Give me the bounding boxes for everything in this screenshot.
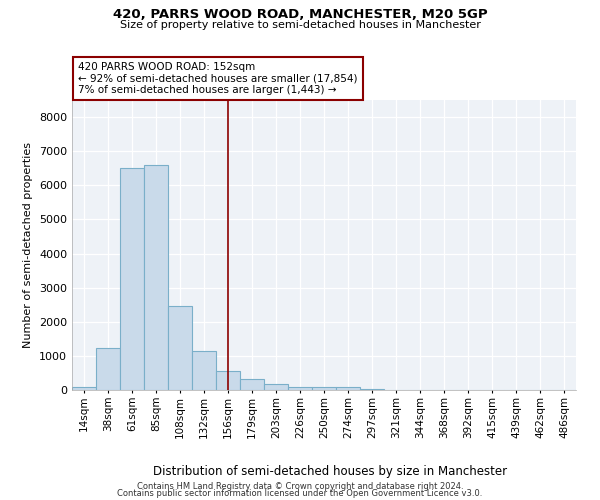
Bar [360, 388, 384, 390]
Bar [216, 371, 240, 390]
Bar [72, 386, 96, 390]
Bar [168, 306, 192, 390]
Bar [264, 384, 288, 390]
Bar [288, 386, 312, 390]
Text: 420 PARRS WOOD ROAD: 152sqm
← 92% of semi-detached houses are smaller (17,854)
7: 420 PARRS WOOD ROAD: 152sqm ← 92% of sem… [78, 62, 358, 95]
Y-axis label: Number of semi-detached properties: Number of semi-detached properties [23, 142, 34, 348]
Bar [120, 168, 144, 390]
Text: Distribution of semi-detached houses by size in Manchester: Distribution of semi-detached houses by … [153, 464, 507, 477]
Bar [192, 351, 216, 390]
Text: Contains HM Land Registry data © Crown copyright and database right 2024.: Contains HM Land Registry data © Crown c… [137, 482, 463, 491]
Bar [240, 379, 264, 390]
Bar [96, 348, 120, 390]
Text: 420, PARRS WOOD ROAD, MANCHESTER, M20 5GP: 420, PARRS WOOD ROAD, MANCHESTER, M20 5G… [113, 8, 487, 20]
Text: Contains public sector information licensed under the Open Government Licence v3: Contains public sector information licen… [118, 490, 482, 498]
Bar [336, 388, 360, 390]
Bar [144, 165, 168, 390]
Bar [312, 388, 336, 390]
Text: Size of property relative to semi-detached houses in Manchester: Size of property relative to semi-detach… [119, 20, 481, 30]
